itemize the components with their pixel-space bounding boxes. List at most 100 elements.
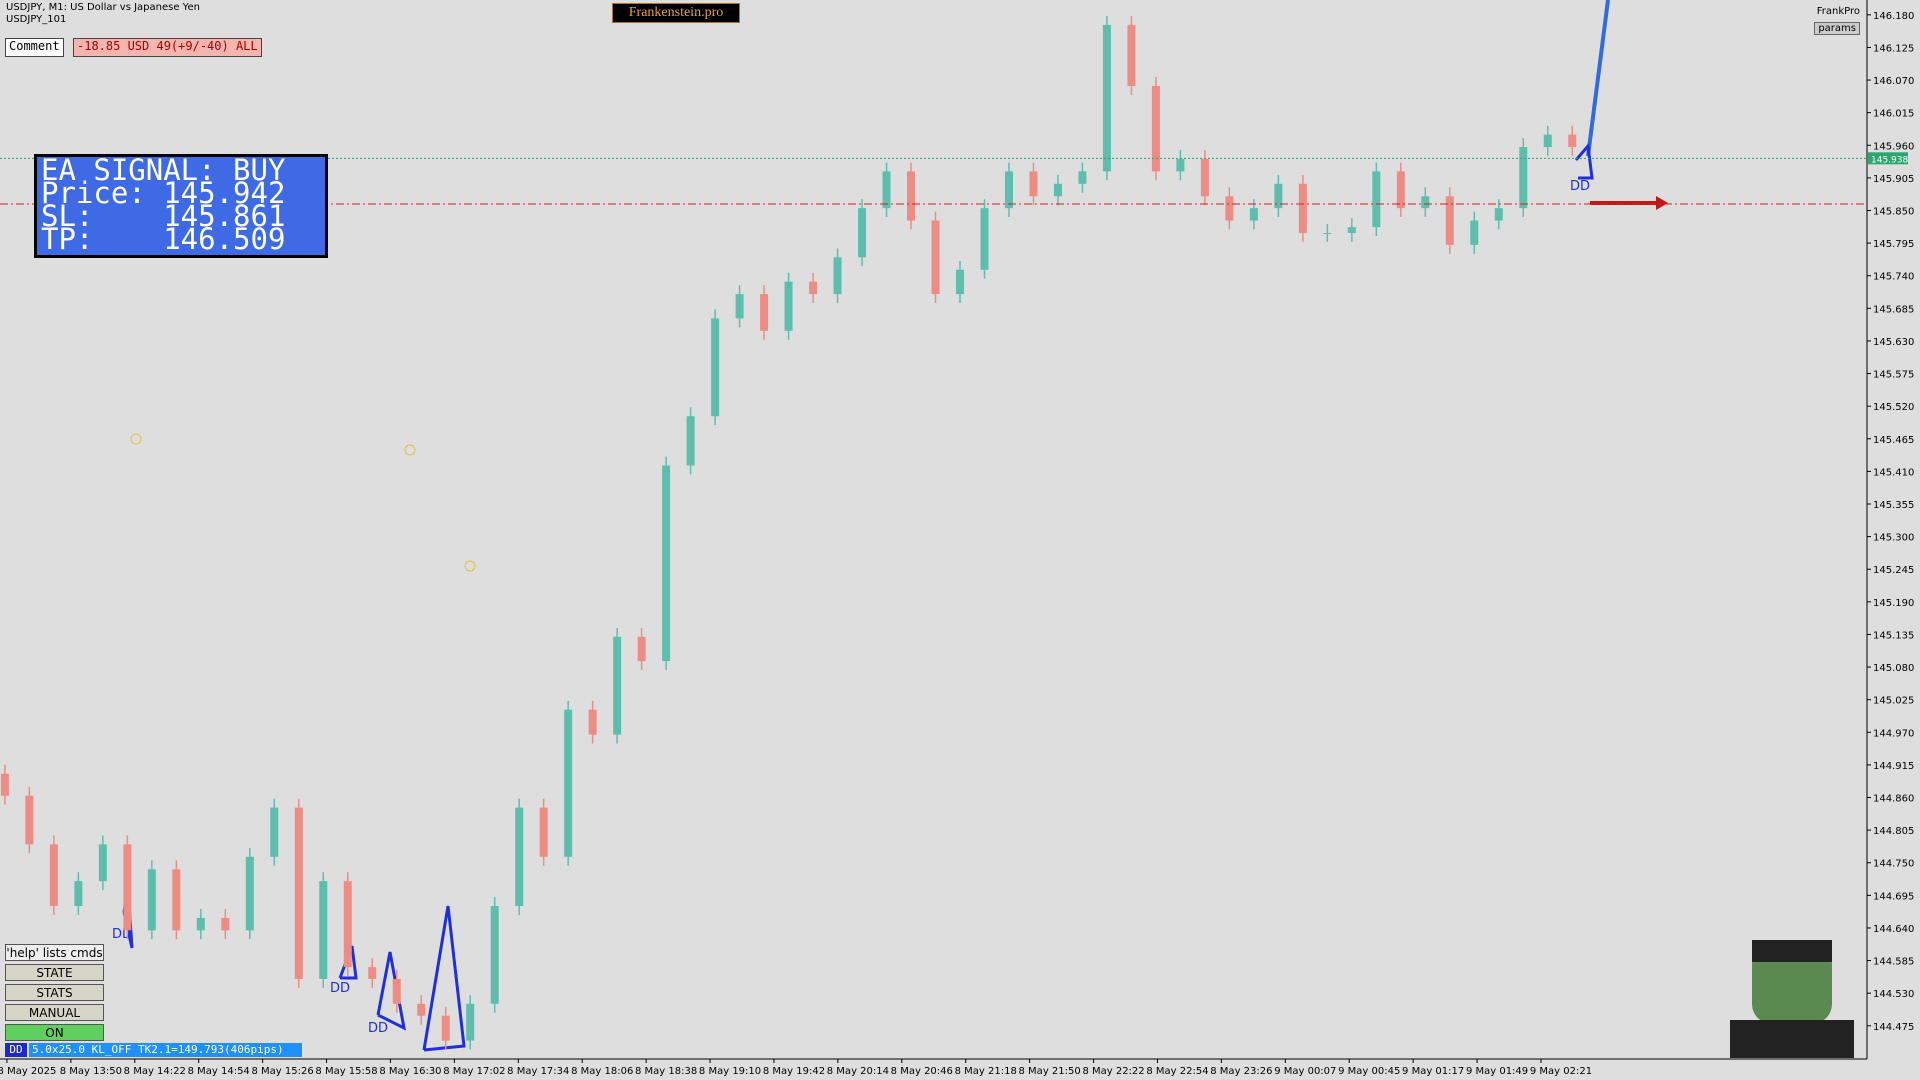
- x-tick-label: 8 May 14:54: [188, 1066, 250, 1077]
- candle-body: [1176, 158, 1185, 172]
- candle-body: [368, 967, 377, 979]
- candle-body: [539, 807, 548, 857]
- y-tick-label: 145.850: [1873, 206, 1914, 217]
- y-tick-label: 146.125: [1873, 43, 1914, 54]
- y-tick-label: 144.475: [1873, 1022, 1914, 1033]
- candle: [1543, 125, 1552, 156]
- candle: [123, 835, 132, 940]
- status-text: 5.0x25.0 KL_OFF TK2.1=149.793(406pips): [29, 1043, 302, 1057]
- candle-body: [1494, 208, 1503, 221]
- button[interactable]: ON: [5, 1024, 104, 1041]
- candle-body: [956, 269, 964, 295]
- button[interactable]: STATS: [5, 984, 104, 1001]
- candle: [270, 798, 279, 866]
- candle: [1347, 218, 1356, 242]
- candle-body: [809, 281, 818, 295]
- y-tick-label: 145.190: [1873, 598, 1914, 609]
- candle-body: [98, 844, 107, 882]
- x-tick-label: 9 May 00:45: [1338, 1066, 1400, 1077]
- candle: [809, 272, 818, 303]
- x-tick-label: 8 May 20:14: [827, 1066, 889, 1077]
- dd-label: DD: [330, 981, 350, 996]
- x-tick-label: 8 May 22:54: [1146, 1066, 1208, 1077]
- x-tick-label: 8 May 14:22: [124, 1066, 186, 1077]
- candle-body: [392, 978, 401, 1004]
- candle-body: [588, 709, 597, 735]
- candle: [1470, 211, 1479, 254]
- params-button[interactable]: params: [1814, 22, 1860, 35]
- y-tick-label: 145.465: [1873, 435, 1914, 446]
- candle: [735, 285, 744, 328]
- candle-body: [1004, 171, 1013, 209]
- candle-body: [441, 1015, 450, 1041]
- marker: [404, 444, 416, 456]
- y-tick-label: 144.695: [1873, 891, 1914, 902]
- candle-body: [1543, 134, 1552, 148]
- candle: [1445, 187, 1454, 254]
- candle-body: [1396, 171, 1405, 209]
- candle-body: [74, 881, 83, 907]
- candle-body: [1298, 183, 1307, 234]
- button[interactable]: MANUAL: [5, 1004, 104, 1021]
- candle-body: [1421, 196, 1430, 209]
- candle-body: [1445, 196, 1454, 245]
- candle-body: [1568, 134, 1577, 148]
- y-tick-label: 145.080: [1873, 663, 1914, 674]
- y-tick-label: 144.530: [1873, 989, 1914, 1000]
- candle: [882, 162, 891, 218]
- y-tick-label: 144.750: [1873, 859, 1914, 870]
- candle-body: [931, 220, 940, 295]
- signal-line: TP: 146.509: [41, 222, 286, 256]
- candle: [466, 994, 475, 1050]
- candle: [1176, 150, 1185, 181]
- dd-pattern: [422, 905, 466, 1052]
- y-tick-label: 145.575: [1873, 370, 1914, 381]
- y-tick-label: 144.970: [1873, 728, 1914, 739]
- candle: [98, 835, 107, 891]
- candle-body: [294, 807, 303, 979]
- candle: [515, 798, 524, 915]
- x-tick-label: 8 May 19:10: [699, 1066, 761, 1077]
- x-tick-label: 8 May 21:18: [955, 1066, 1017, 1077]
- tp-projection: [1586, 0, 1610, 157]
- candle-body: [25, 795, 34, 845]
- candle-body: [1200, 158, 1209, 197]
- candle-body: [711, 318, 720, 417]
- candle-body: [1470, 220, 1479, 245]
- candle-body: [858, 208, 867, 258]
- x-tick-label: 8 May 20:46: [891, 1066, 953, 1077]
- candle: [1568, 125, 1577, 156]
- candle-body: [662, 465, 671, 662]
- candle: [539, 798, 548, 866]
- candle-body: [1102, 24, 1111, 172]
- candle: [637, 627, 646, 671]
- candle: [490, 897, 499, 1013]
- candle: [343, 872, 352, 976]
- x-tick-label: 8 May 2025: [0, 1066, 56, 1077]
- candle-body: [1078, 171, 1087, 184]
- candle-body: [1249, 208, 1258, 221]
- candle-body: [245, 856, 254, 931]
- y-tick-label: 146.070: [1873, 76, 1914, 87]
- candle: [49, 835, 58, 915]
- candle-body: [613, 636, 622, 735]
- chart-title: USDJPY, M1: US Dollar vs Japanese Yen: [6, 2, 200, 13]
- candle: [1053, 174, 1062, 206]
- y-tick-label: 144.915: [1873, 761, 1914, 772]
- candle-body: [1347, 227, 1356, 234]
- button[interactable]: STATE: [5, 964, 104, 981]
- x-tick-label: 8 May 19:42: [763, 1066, 825, 1077]
- candle-body: [49, 844, 58, 907]
- candle: [25, 786, 34, 854]
- candle: [221, 908, 230, 940]
- profile: FrankPro: [1816, 6, 1860, 17]
- candle: [196, 908, 205, 940]
- bid-label: 145.938: [1871, 155, 1908, 165]
- comment-label: Comment: [5, 38, 64, 57]
- candle-body: [417, 1003, 426, 1016]
- button[interactable]: 'help' lists cmds: [5, 944, 104, 961]
- y-tick-label: 145.135: [1873, 630, 1914, 641]
- candle-body: [760, 294, 769, 331]
- signal-line: EA SIGNAL: BUY: [41, 153, 286, 187]
